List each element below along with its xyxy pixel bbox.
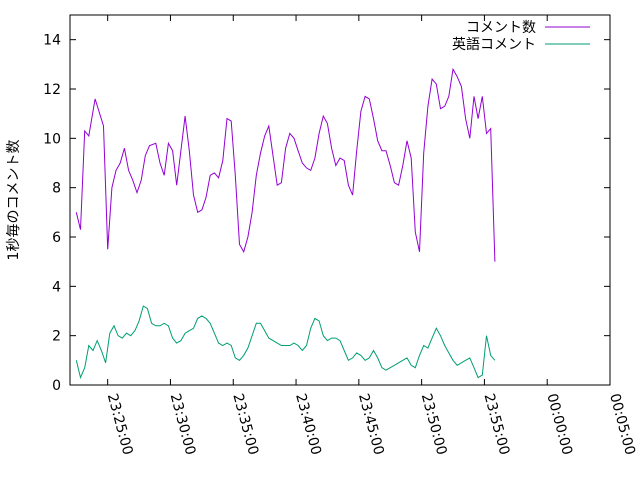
x-tick-label: 00:00:00 [543, 392, 575, 457]
x-tick-label: 23:55:00 [481, 392, 513, 457]
y-tick-label: 2 [52, 329, 61, 345]
y-tick-label: 14 [43, 33, 61, 49]
y-tick-label: 4 [52, 279, 61, 295]
y-tick-label: 6 [52, 230, 61, 246]
series-line-1 [75, 305, 496, 380]
x-tick-label: 23:25:00 [104, 392, 136, 457]
y-tick-label: 12 [43, 82, 61, 98]
x-tick-label: 23:45:00 [355, 392, 387, 457]
y-tick-label: 8 [52, 181, 61, 197]
plot-frame [69, 14, 611, 386]
series-group [75, 67, 496, 380]
series-line-0 [75, 67, 496, 262]
y-tick-label: 0 [52, 378, 61, 394]
x-axis: 23:25:00 23:30:00 23:35:00 23:40:00 23:45:00… [104, 15, 638, 457]
x-tick-label: 23:35:00 [229, 392, 261, 457]
legend-label: 英語コメント [452, 36, 536, 53]
x-tick-label: 00:05:00 [606, 392, 638, 457]
y-axis: 0 2 4 6 8 10 12 14 [43, 33, 610, 394]
x-tick-label: 23:40:00 [292, 392, 324, 457]
y-axis-label: 1秒毎のコメント数 [6, 140, 22, 261]
x-tick-label: 23:30:00 [167, 392, 199, 457]
y-tick-label: 10 [43, 131, 61, 147]
legend-label: コメント数 [466, 20, 536, 36]
x-tick-label: 23:50:00 [418, 392, 450, 457]
